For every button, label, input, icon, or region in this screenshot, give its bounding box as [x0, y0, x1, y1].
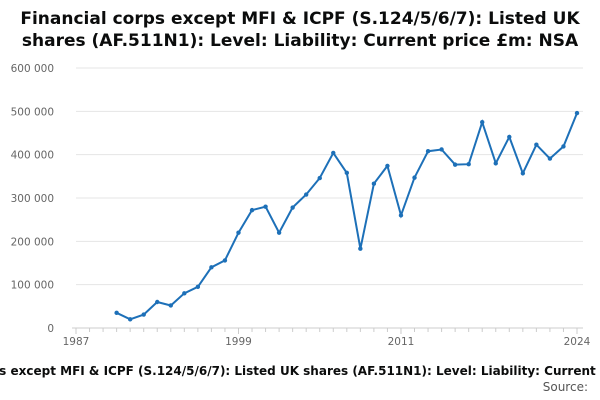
y-axis: 0 100 000 200 000 300 000 400 000 500 000 600 … [11, 63, 54, 335]
chart-title: Financial corps except MFI & ICPF (S.124… [20, 9, 580, 51]
data-point [182, 291, 187, 296]
data-point [439, 147, 444, 152]
data-point [466, 162, 471, 167]
data-point [303, 192, 309, 197]
y-tick-label: 0 [47, 323, 54, 335]
x-axis [72, 327, 583, 334]
data-point [127, 317, 133, 322]
data-point [317, 175, 322, 181]
data-point [358, 246, 363, 251]
y-tick-label: 200 000 [11, 236, 54, 248]
data-point [520, 171, 526, 176]
data-point [209, 265, 214, 270]
data-point [331, 150, 336, 156]
data-point [114, 310, 119, 316]
series-line [116, 112, 578, 321]
data-point [249, 207, 255, 213]
y-tick-label: 600 000 [11, 63, 54, 75]
data-point [452, 162, 458, 167]
data-point [168, 303, 173, 308]
data-point [155, 299, 160, 305]
y-tick-label: 400 000 [11, 150, 54, 162]
y-tick-label: 100 000 [11, 280, 54, 292]
data-point [371, 181, 377, 186]
y-tick-label: 300 000 [11, 193, 54, 205]
data-point [141, 312, 146, 317]
data-point [547, 156, 553, 161]
data-point [290, 205, 295, 210]
data-point [480, 119, 485, 125]
data-point [276, 230, 282, 235]
data-point [344, 170, 350, 176]
data-point [236, 230, 241, 235]
data-point [263, 204, 268, 209]
data-point [493, 161, 498, 166]
grid-lines [76, 67, 583, 329]
source-label: Source: [542, 380, 588, 394]
data-point [222, 258, 228, 263]
data-points [114, 110, 580, 322]
x-tick-label: 2024 [564, 336, 591, 348]
data-point [412, 175, 417, 180]
data-point [398, 213, 404, 218]
data-point [574, 110, 580, 116]
data-point [561, 144, 566, 149]
data-point [534, 142, 539, 147]
x-tick-label: 1999 [225, 336, 252, 348]
x-axis-labels: 1987 1999 2011 2024 [63, 336, 591, 348]
data-point [507, 134, 512, 140]
data-point [425, 149, 431, 154]
y-tick-label: 500 000 [11, 106, 54, 118]
data-point [385, 163, 390, 169]
x-tick-label: 2011 [388, 336, 415, 348]
data-point [195, 284, 201, 290]
chart-caption: Financial corps except MFI & ICPF (S.124… [0, 364, 600, 378]
x-tick-label: 1987 [63, 336, 90, 348]
caption-strip: Financial corps except MFI & ICPF (S.124… [0, 362, 600, 382]
